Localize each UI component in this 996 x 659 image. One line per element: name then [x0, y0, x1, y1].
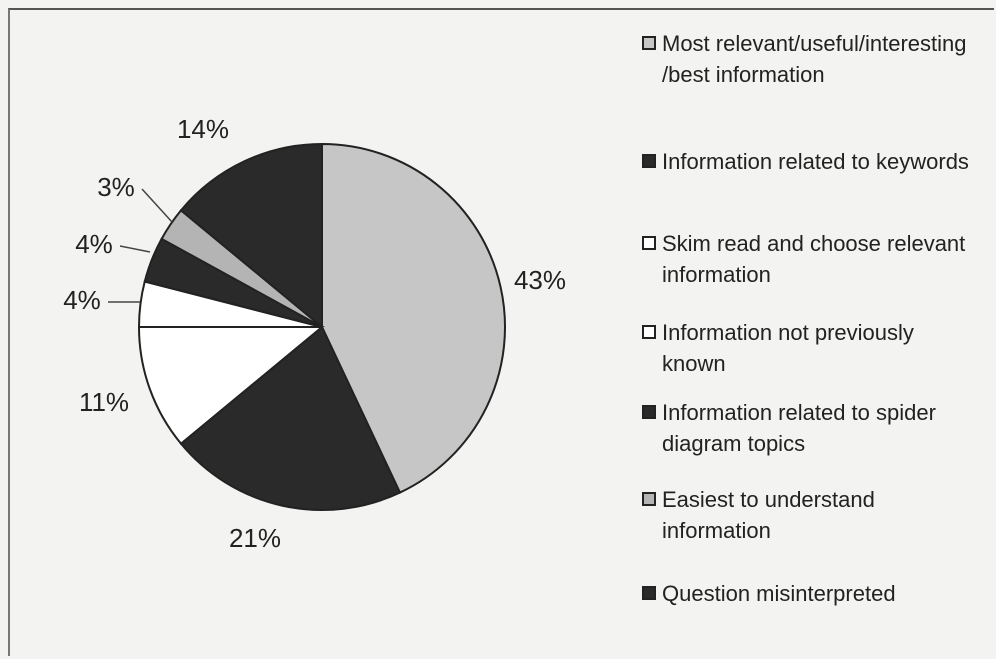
pie-slice [321, 142, 506, 494]
data-label: 43% [514, 265, 566, 295]
legend-swatch [642, 325, 656, 339]
legend-label: Information related to keywords [662, 149, 969, 174]
legend-swatch [642, 586, 656, 600]
leader-line [141, 188, 173, 223]
legend-label: Skim read and choose relevant informatio… [662, 231, 966, 287]
legend-item: Easiest to understand information [642, 484, 982, 546]
data-label: 3% [97, 172, 135, 202]
data-label: 11% [79, 387, 129, 417]
legend-swatch [642, 236, 656, 250]
legend-label: Easiest to understand information [662, 487, 875, 543]
legend-swatch [642, 154, 656, 168]
pie-slice [179, 142, 323, 330]
legend-label: Question misinterpreted [662, 581, 896, 606]
legend-swatch [642, 405, 656, 419]
leader-line [119, 245, 151, 253]
legend-swatch [642, 36, 656, 50]
legend-label: Information related to spider diagram to… [662, 400, 936, 456]
legend-item: Information related to spider diagram to… [642, 397, 982, 459]
legend-item: Question misinterpreted [642, 578, 982, 609]
frame [8, 8, 994, 656]
data-label: 21% [229, 523, 281, 553]
pie-slice [137, 326, 325, 446]
legend-label: Information not previously known [662, 320, 914, 376]
legend-item: Information not previously known [642, 317, 982, 379]
legend-item: Skim read and choose relevant informatio… [642, 228, 982, 290]
data-label: 14% [177, 114, 229, 144]
legend-item: Most relevant/useful/interesting /best i… [642, 28, 982, 90]
pie-slice [179, 325, 402, 511]
data-label: 4% [75, 229, 113, 259]
data-label: 4% [63, 285, 101, 315]
legend-swatch [642, 492, 656, 506]
legend-item: Information related to keywords [642, 146, 982, 177]
legend-label: Most relevant/useful/interesting /best i… [662, 31, 967, 87]
